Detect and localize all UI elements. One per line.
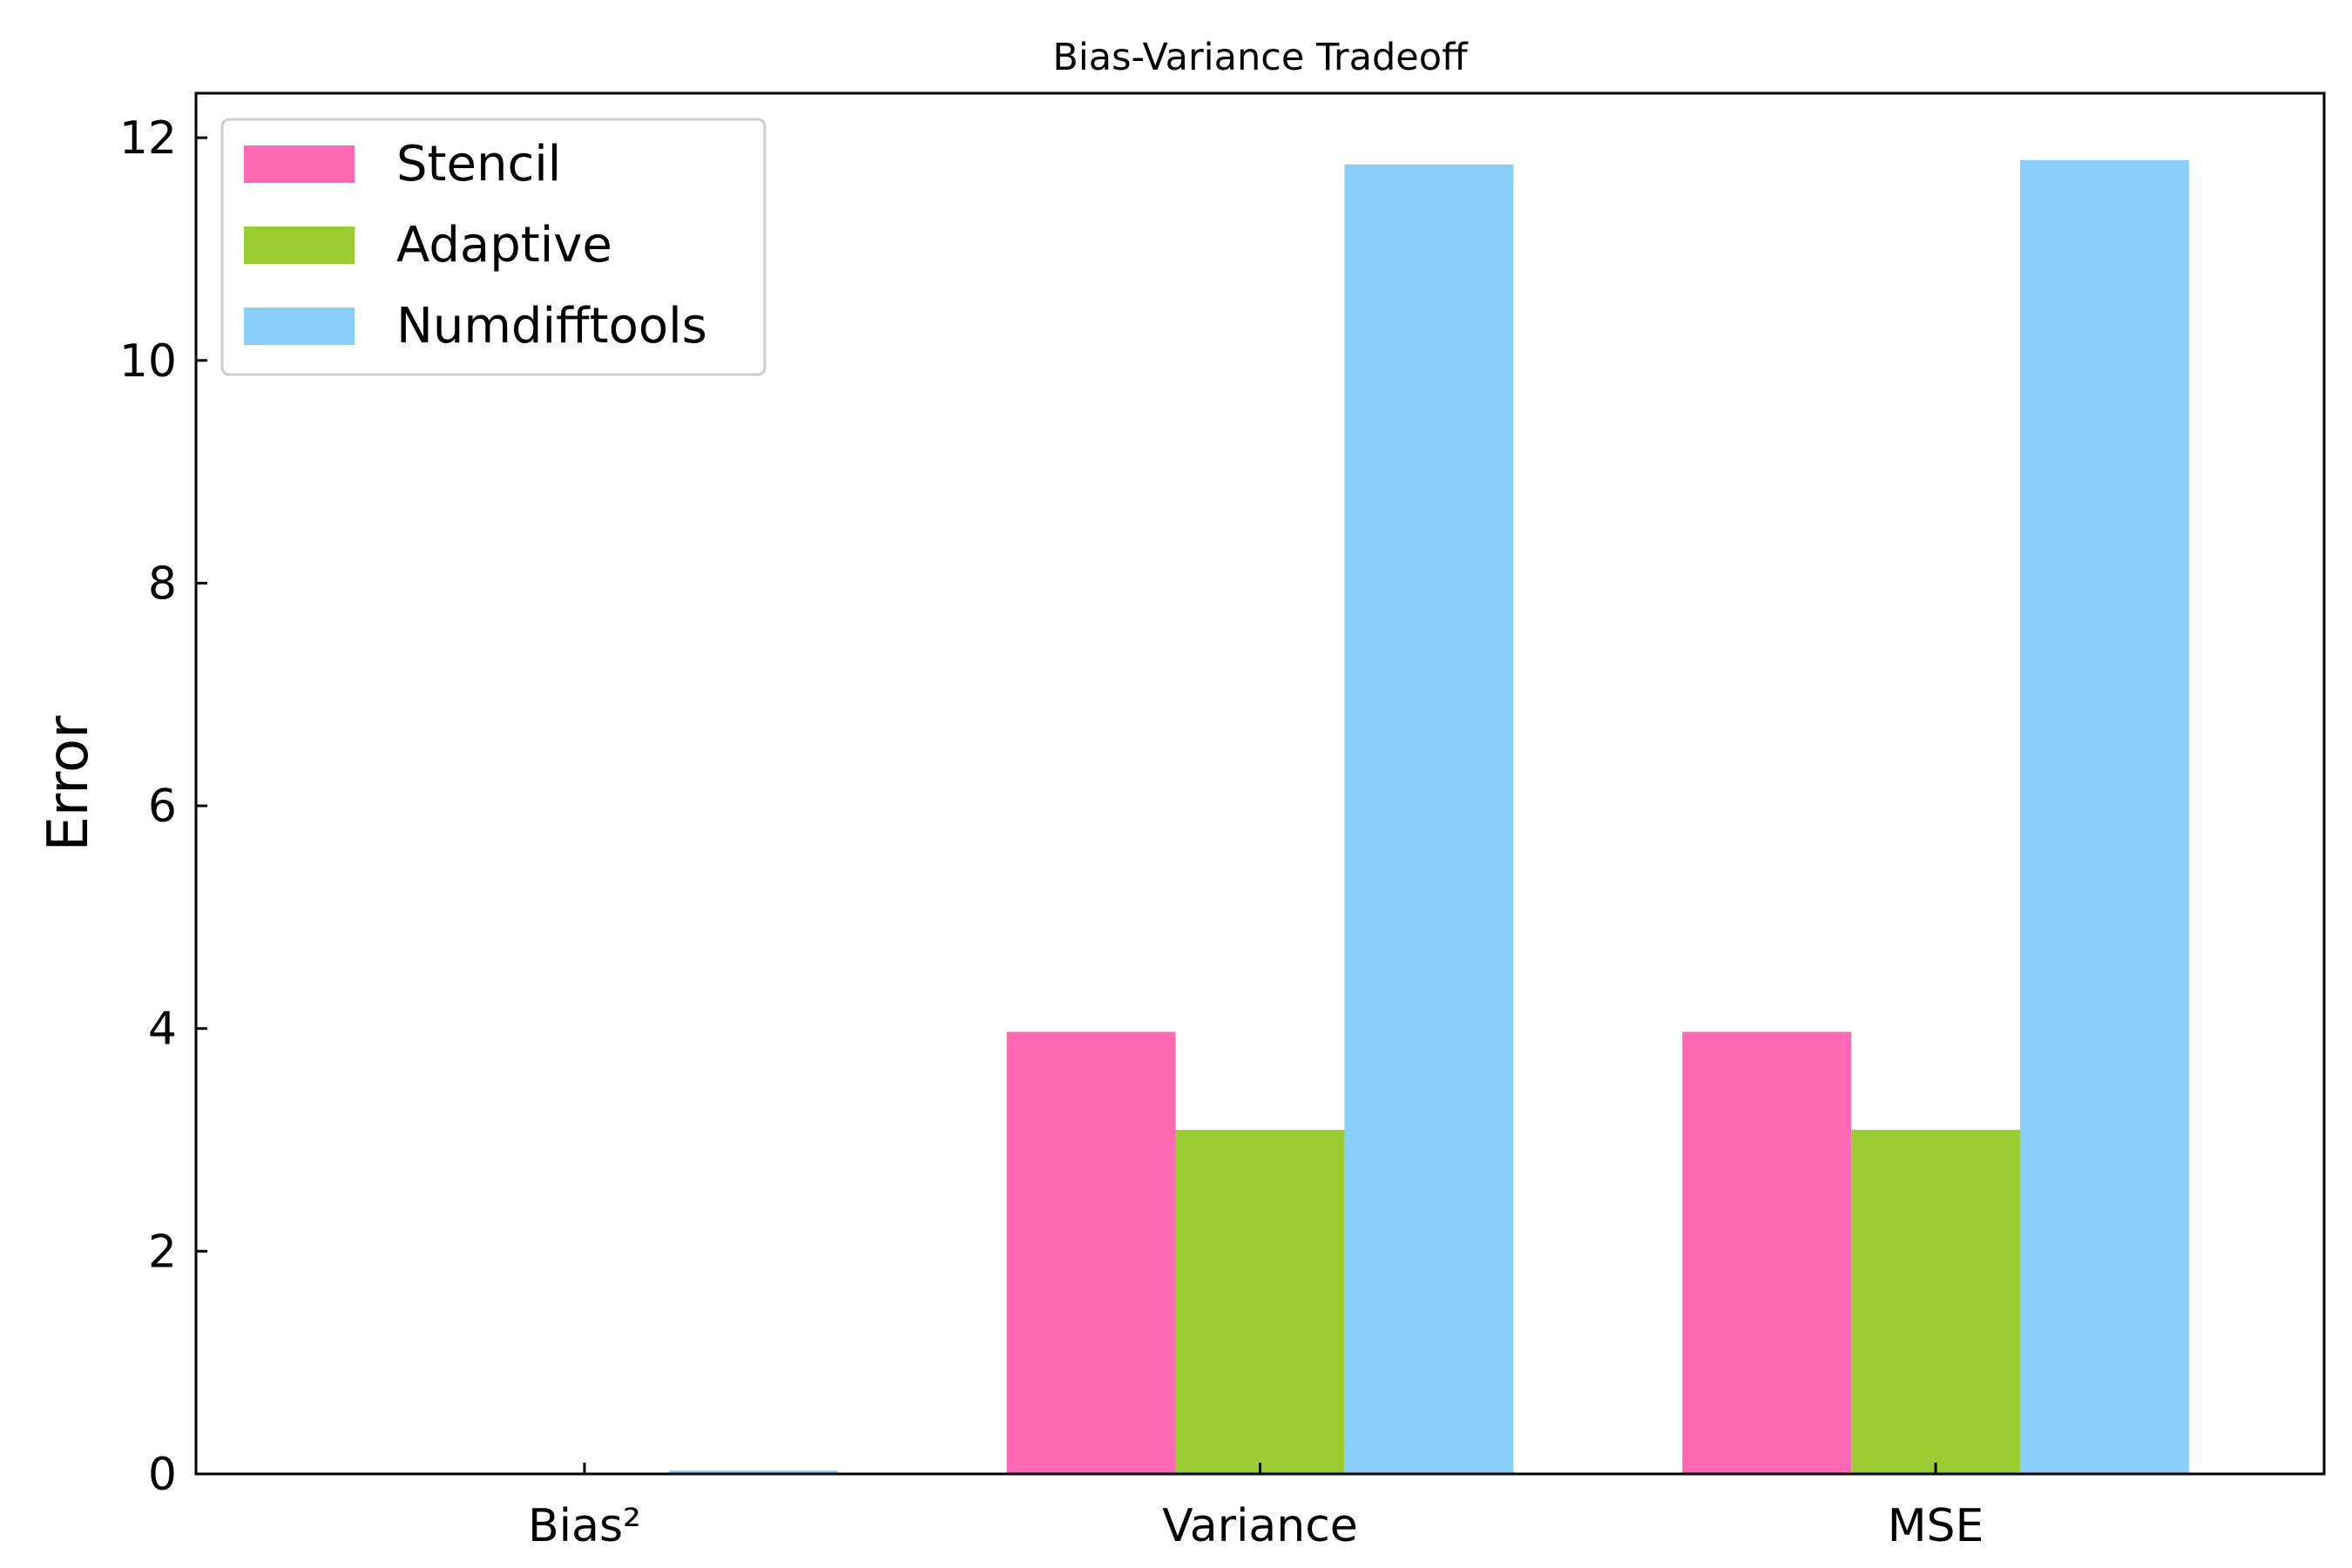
y-axis-ticks: 0 2 4 6 8 10 12 [119, 112, 207, 1501]
bar-numdifftools-1 [1344, 164, 1514, 1475]
y-tick-label: 4 [148, 1004, 177, 1056]
legend-box [220, 118, 767, 376]
legend-swatch-adaptive [244, 226, 355, 264]
x-tick-label: MSE [1888, 1500, 1984, 1552]
plot-frame [194, 91, 2326, 1476]
y-axis-label: Error [37, 715, 101, 852]
legend[interactable]: Stencil Adaptive Numdifftools [220, 118, 767, 376]
legend-label-numdifftools: Numdifftools [396, 298, 707, 355]
y-tick-label: 6 [148, 781, 177, 833]
x-tick-label: Variance [1162, 1500, 1358, 1552]
x-tick-label: Bias² [528, 1500, 641, 1552]
y-tick-label: 12 [119, 112, 177, 165]
bars-group [668, 159, 2189, 1475]
x-axis-ticks: Bias² Variance MSE [528, 1463, 1984, 1552]
legend-swatch-numdifftools [244, 308, 355, 345]
bar-numdifftools-0 [668, 1470, 838, 1474]
legend-label-stencil: Stencil [396, 136, 561, 193]
y-tick-label: 0 [148, 1449, 177, 1501]
bar-numdifftools-2 [2020, 159, 2189, 1474]
bar-stencil-2 [1682, 1031, 1852, 1474]
legend-label-adaptive: Adaptive [396, 217, 612, 274]
bar-adaptive-1 [1175, 1130, 1345, 1474]
legend-swatch-stencil [244, 145, 355, 183]
y-tick-label: 2 [148, 1226, 177, 1278]
chart-title: Bias-Variance Tradeoff [1052, 36, 1469, 79]
bar-adaptive-2 [1851, 1130, 2020, 1474]
bar-stencil-1 [1006, 1031, 1176, 1474]
y-tick-label: 8 [148, 558, 177, 610]
y-tick-label: 10 [119, 335, 177, 388]
